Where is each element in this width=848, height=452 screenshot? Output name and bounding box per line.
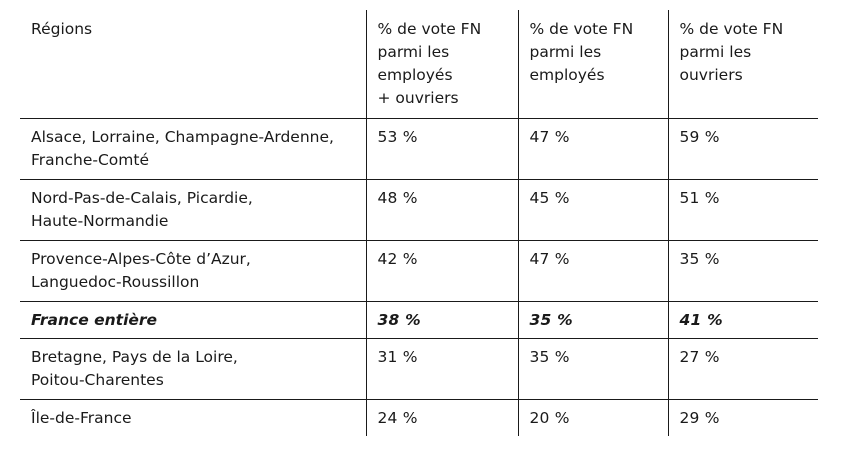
region-line: Île-de-France xyxy=(31,409,132,427)
region-line: Franche-Comté xyxy=(31,151,149,169)
employes-ouvriers-cell: 24 % xyxy=(365,399,518,436)
ouvriers-cell: 35 % xyxy=(667,240,818,302)
header-line: parmi les xyxy=(529,43,602,61)
ouvriers-cell: 29 % xyxy=(667,399,818,436)
header-regions: Régions xyxy=(20,10,366,119)
region-line: France entière xyxy=(31,311,158,329)
header-line: + ouvriers xyxy=(377,89,459,107)
table-header-row: Régions % de vote FN parmi les employés … xyxy=(20,10,818,119)
region-line: Languedoc-Roussillon xyxy=(31,273,200,291)
header-line: parmi les xyxy=(679,43,752,61)
region-cell: Bretagne, Pays de la Loire, Poitou-Chare… xyxy=(20,339,366,400)
employes-cell: 45 % xyxy=(517,179,668,241)
region-cell: France entière xyxy=(20,302,366,339)
header-line: % de vote FN xyxy=(679,20,784,38)
employes-cell: 47 % xyxy=(517,118,668,180)
header-line: parmi les xyxy=(377,43,450,61)
table-row: Provence-Alpes-Côte d’Azur, Languedoc-Ro… xyxy=(20,240,818,302)
table-row: Nord-Pas-de-Calais, Picardie, Haute-Norm… xyxy=(20,179,818,241)
employes-ouvriers-cell: 48 % xyxy=(365,179,518,241)
header-employes: % de vote FN parmi les employés xyxy=(517,10,668,119)
region-cell: Alsace, Lorraine, Champagne-Ardenne, Fra… xyxy=(20,119,366,180)
ouvriers-cell: 51 % xyxy=(667,179,818,241)
ouvriers-cell: 59 % xyxy=(667,118,818,180)
region-line: Bretagne, Pays de la Loire, xyxy=(31,348,238,366)
employes-cell: 47 % xyxy=(517,240,668,302)
header-ouvriers: % de vote FN parmi les ouvriers xyxy=(667,10,818,119)
table-row: Île-de-France 24 % 20 % 29 % xyxy=(20,399,818,437)
header-line: Régions xyxy=(31,20,93,38)
vote-table: Régions % de vote FN parmi les employés … xyxy=(20,10,818,436)
employes-cell: 35 % xyxy=(517,338,668,400)
region-cell: Provence-Alpes-Côte d’Azur, Languedoc-Ro… xyxy=(20,241,366,302)
region-line: Poitou-Charentes xyxy=(31,371,164,389)
region-cell: Nord-Pas-de-Calais, Picardie, Haute-Norm… xyxy=(20,180,366,241)
employes-ouvriers-cell: 53 % xyxy=(365,118,518,180)
employes-ouvriers-cell: 31 % xyxy=(365,338,518,400)
ouvriers-cell: 27 % xyxy=(667,338,818,400)
header-line: ouvriers xyxy=(679,66,743,84)
ouvriers-cell: 41 % xyxy=(667,301,818,339)
table-row: Bretagne, Pays de la Loire, Poitou-Chare… xyxy=(20,338,818,400)
region-line: Alsace, Lorraine, Champagne-Ardenne, xyxy=(31,128,334,146)
region-cell: Île-de-France xyxy=(20,400,366,437)
employes-cell: 35 % xyxy=(517,301,668,339)
header-employes-ouvriers: % de vote FN parmi les employés + ouvrie… xyxy=(365,10,518,119)
header-line: employés xyxy=(377,66,453,84)
employes-ouvriers-cell: 38 % xyxy=(365,301,518,339)
employes-ouvriers-cell: 42 % xyxy=(365,240,518,302)
header-line: % de vote FN xyxy=(529,20,634,38)
vote-table-container: Régions % de vote FN parmi les employés … xyxy=(20,10,818,436)
region-line: Provence-Alpes-Côte d’Azur, xyxy=(31,250,251,268)
table-row-total: France entière 38 % 35 % 41 % xyxy=(20,301,818,339)
region-line: Haute-Normandie xyxy=(31,212,169,230)
header-line: employés xyxy=(529,66,605,84)
table-row: Alsace, Lorraine, Champagne-Ardenne, Fra… xyxy=(20,118,818,180)
employes-cell: 20 % xyxy=(517,399,668,436)
header-line: % de vote FN xyxy=(377,20,482,38)
region-line: Nord-Pas-de-Calais, Picardie, xyxy=(31,189,253,207)
